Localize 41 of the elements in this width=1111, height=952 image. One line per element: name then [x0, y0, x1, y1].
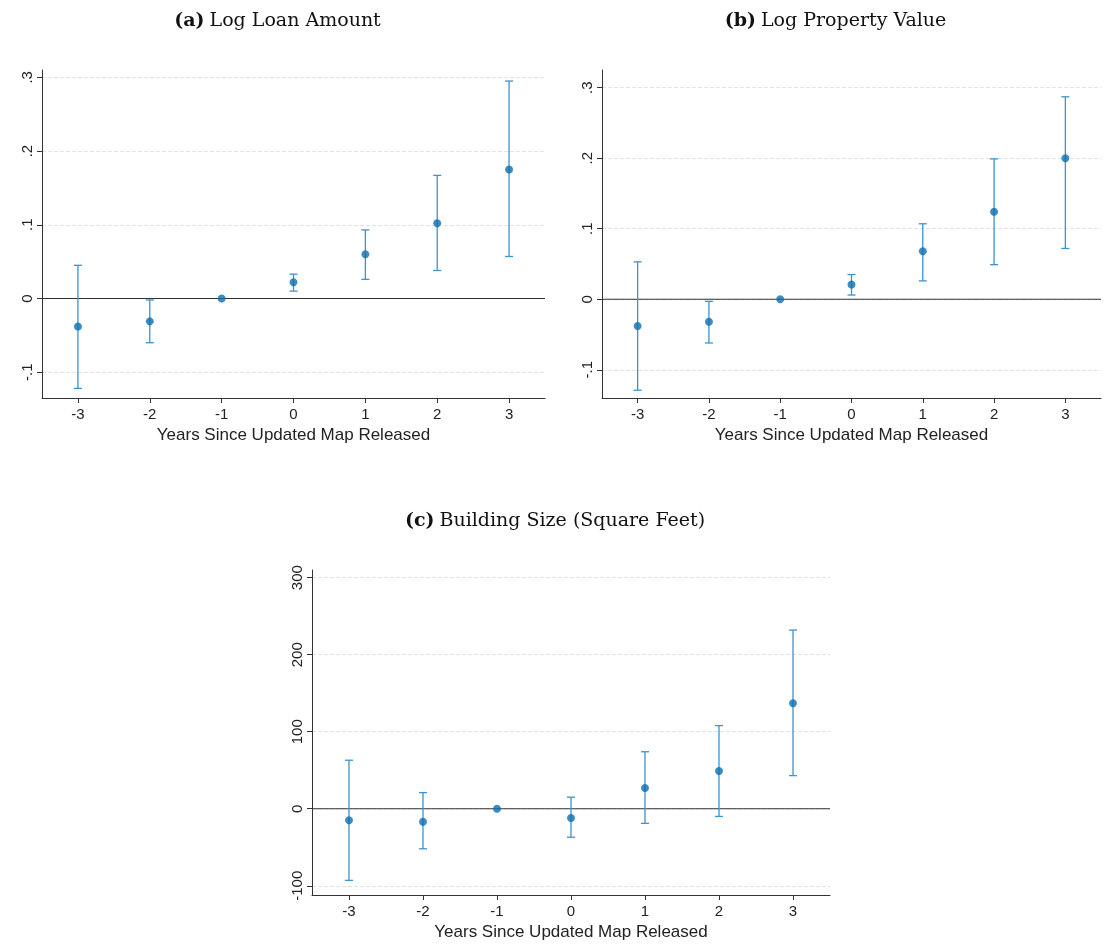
x-tick-label: 3: [788, 902, 798, 919]
chart-title: (a) Log Loan Amount: [174, 7, 382, 30]
x-tick-label: -3: [71, 405, 85, 422]
x-tick-label: -3: [630, 405, 645, 422]
x-tick-label: 2: [989, 405, 999, 422]
x-tick-label: 3: [1061, 405, 1070, 422]
x-axis-title: Years Since Updated Map Released: [714, 424, 989, 444]
y-tick-label: .2: [18, 144, 35, 158]
y-tick-label: .3: [578, 81, 595, 94]
y-tick-label: .3: [18, 71, 35, 84]
chart-title: (b) Log Property Value: [724, 7, 947, 30]
x-tick-label: 2: [714, 902, 724, 919]
y-tick-label: .2: [578, 151, 595, 165]
y-tick-label: 0: [288, 804, 305, 813]
y-tick-label: 200: [288, 642, 305, 668]
y-tick-label: -.1: [18, 363, 35, 381]
y-tick-label: .1: [578, 222, 595, 235]
y-tick-label: -.1: [578, 361, 595, 379]
x-tick-label: 3: [504, 405, 514, 422]
x-tick-label: 1: [640, 902, 650, 919]
x-tick-label: -2: [416, 902, 430, 919]
x-tick-label: -2: [143, 405, 157, 422]
y-tick-label: 300: [288, 565, 305, 591]
y-tick-label: 100: [288, 719, 305, 745]
chart-title: (c) Building Size (Square Feet): [404, 507, 706, 530]
x-tick-label: 0: [847, 405, 856, 422]
x-axis-title: Years Since Updated Map Released: [434, 921, 708, 941]
y-tick-label: .1: [18, 218, 35, 232]
y-tick-label: -100: [288, 870, 305, 901]
y-tick-label: 0: [18, 294, 35, 303]
x-tick-label: -1: [214, 405, 229, 422]
x-tick-label: 0: [566, 902, 576, 919]
x-tick-label: 1: [361, 405, 370, 422]
x-tick-label: 1: [918, 405, 927, 422]
x-axis-title: Years Since Updated Map Released: [156, 424, 431, 444]
x-tick-label: -1: [490, 902, 504, 919]
x-tick-label: -2: [702, 405, 716, 422]
y-tick-label: 0: [578, 295, 595, 304]
x-tick-label: 2: [433, 405, 442, 422]
x-tick-label: -1: [773, 405, 787, 422]
x-tick-label: -3: [342, 902, 356, 919]
